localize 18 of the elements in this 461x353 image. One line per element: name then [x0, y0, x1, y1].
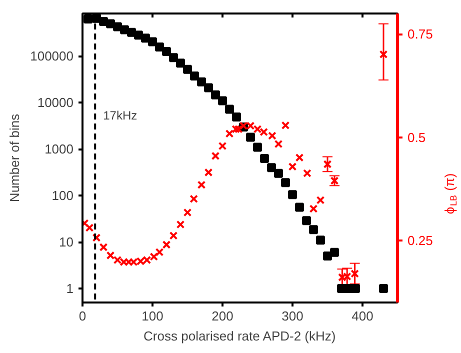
- y-tick-label: 1: [66, 281, 74, 296]
- y2-axis-title: ϕLB (π): [442, 173, 458, 214]
- x-tick-label: 0: [78, 308, 86, 324]
- y-axis-title: Number of bins: [7, 113, 22, 202]
- x-tick-label: 400: [352, 308, 374, 324]
- y-tick-label: 10000: [37, 95, 74, 110]
- y2-tick-label: 0.5: [408, 130, 426, 145]
- y-tick-label: 1000: [44, 142, 74, 157]
- x-tick-label: 200: [212, 308, 234, 324]
- x-tick-label: 100: [142, 308, 164, 324]
- y-tick-label: 100000: [30, 48, 74, 64]
- y-tick-label: 10: [59, 234, 74, 250]
- y2-tick-label: 0.25: [408, 233, 433, 248]
- y2-tick-label: 0.75: [408, 26, 433, 42]
- x-tick-label: 300: [282, 308, 304, 324]
- ref-line-label: 17kHz: [103, 108, 138, 122]
- y-tick-label: 100: [52, 188, 74, 204]
- x-axis-title: Cross polarised rate APD-2 (kHz): [144, 328, 336, 344]
